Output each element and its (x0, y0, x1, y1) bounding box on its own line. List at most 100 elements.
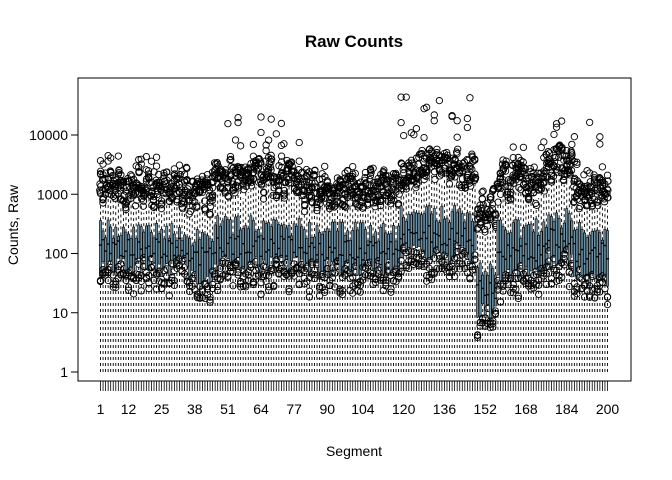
outlier-point (265, 286, 273, 294)
outlier-point (405, 264, 413, 273)
outlier-point (412, 253, 421, 262)
outlier-point (478, 194, 486, 203)
box-segment (506, 176, 515, 372)
outlier-point (288, 162, 296, 170)
outlier-point (570, 177, 578, 186)
outlier-point (152, 269, 161, 278)
plot-content (96, 93, 612, 372)
outlier-point (278, 173, 286, 181)
outlier-point (278, 158, 286, 166)
outlier-point (382, 279, 390, 287)
box (603, 228, 607, 277)
box (450, 211, 454, 261)
outlier-point (504, 274, 512, 283)
outlier-point (333, 193, 341, 201)
outlier-point (114, 170, 122, 178)
outlier-point (170, 277, 179, 285)
outlier-point (101, 169, 110, 177)
outlier-point (499, 287, 507, 295)
box (147, 225, 151, 270)
box-segment (254, 155, 263, 372)
outlier-point (107, 168, 115, 176)
box (127, 233, 130, 272)
outlier-point (231, 136, 240, 144)
outlier-point (124, 283, 133, 291)
outlier-point (179, 204, 187, 213)
box (381, 223, 385, 276)
outlier-point (473, 333, 482, 341)
outlier-point (366, 167, 375, 175)
outlier-point (224, 179, 232, 187)
outlier-point (234, 163, 242, 171)
outlier-point (331, 283, 339, 291)
box (139, 226, 143, 276)
outlier-point (262, 147, 270, 155)
box (463, 221, 467, 251)
outlier-point (226, 156, 234, 164)
box-segment (463, 114, 472, 372)
plot-frame (77, 77, 632, 382)
outlier-point (185, 201, 193, 210)
outlier-point (540, 272, 548, 280)
outlier-point (568, 140, 576, 149)
outlier-point (254, 160, 263, 168)
outlier-point (295, 157, 303, 165)
outlier-point (99, 176, 107, 184)
outlier-point (568, 151, 576, 159)
box (361, 222, 365, 268)
outlier-point (175, 161, 184, 169)
box (244, 225, 248, 271)
box (254, 231, 258, 257)
outlier-point (459, 167, 467, 176)
outlier-point (107, 154, 115, 162)
outlier-point (417, 250, 426, 258)
box (170, 223, 174, 261)
box (552, 221, 556, 258)
box (443, 218, 446, 254)
outlier-point (321, 286, 329, 294)
outlier-point (410, 131, 418, 139)
box (565, 208, 569, 250)
outlier-point (249, 280, 258, 289)
box (246, 228, 250, 263)
outlier-point (208, 183, 217, 192)
box-segment (603, 171, 612, 372)
outlier-point (300, 266, 308, 275)
outlier-point (400, 131, 408, 140)
outlier-point (300, 280, 308, 288)
outlier-point (317, 194, 326, 203)
box (417, 213, 421, 247)
outlier-point (341, 174, 349, 182)
outlier-point (280, 140, 288, 148)
outlier-point (305, 293, 314, 301)
outlier-point (321, 162, 329, 171)
outlier-point (311, 183, 319, 191)
box-segment (248, 140, 258, 372)
outlier-point (312, 200, 321, 209)
outlier-point (433, 264, 441, 273)
outlier-point (471, 170, 479, 178)
outlier-point (145, 179, 153, 187)
outlier-point (530, 163, 538, 171)
box (364, 229, 367, 261)
outlier-point (507, 194, 515, 203)
outlier-point (331, 269, 339, 277)
outlier-point (204, 183, 212, 192)
outlier-point (247, 263, 255, 271)
outlier-point (272, 130, 280, 138)
outlier-point (430, 117, 438, 125)
outlier-point (437, 170, 446, 178)
outlier-point (257, 113, 265, 121)
outlier-point (491, 307, 500, 315)
box (241, 228, 245, 269)
outlier-point (433, 145, 441, 153)
box (300, 226, 304, 260)
outlier-point (132, 270, 140, 278)
outlier-point (229, 282, 237, 290)
outlier-point (206, 211, 214, 219)
box (506, 233, 510, 270)
box (481, 274, 485, 304)
box (185, 236, 189, 267)
outlier-point (284, 179, 293, 187)
outlier-point (486, 196, 495, 204)
